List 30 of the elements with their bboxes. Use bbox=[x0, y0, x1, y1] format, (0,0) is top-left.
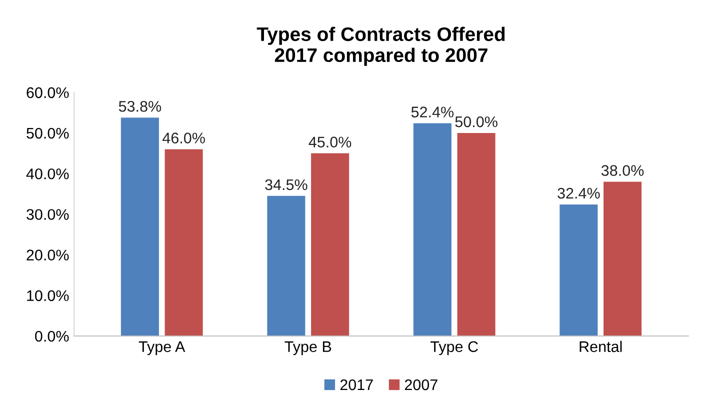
bar bbox=[120, 118, 159, 336]
data-label: 32.4% bbox=[558, 188, 600, 199]
x-tick-label: Type B bbox=[284, 341, 332, 356]
bar bbox=[604, 182, 642, 336]
data-label: 53.8% bbox=[118, 100, 162, 112]
x-tick-label: Type C bbox=[430, 341, 478, 356]
y-tick-label: 30.0% bbox=[26, 209, 69, 220]
legend-label: 2007 bbox=[404, 379, 438, 390]
y-tick-label: 20.0% bbox=[26, 250, 69, 260]
y-tick-label: 0.0% bbox=[35, 330, 69, 342]
bar bbox=[311, 153, 350, 336]
data-label: 50.0% bbox=[455, 116, 498, 128]
bar bbox=[413, 123, 452, 336]
x-tick-label: Rental bbox=[580, 340, 622, 352]
y-tick-label: 50.0% bbox=[26, 128, 69, 139]
y-tick-label: 60.0% bbox=[26, 87, 69, 98]
data-label: 38.0% bbox=[601, 165, 644, 176]
legend-label: 2017 bbox=[340, 379, 373, 390]
bar bbox=[560, 204, 598, 336]
data-label: 45.0% bbox=[308, 136, 352, 148]
data-label: 34.5% bbox=[265, 179, 308, 190]
y-tick-label: 10.0% bbox=[27, 290, 69, 302]
data-label: 46.0% bbox=[162, 132, 205, 144]
chart-title: Types of Contracts Offered 2017 compared to 2007 bbox=[256, 26, 505, 66]
data-label: 52.4% bbox=[411, 106, 454, 118]
y-tick-label: 40.0% bbox=[26, 168, 69, 180]
bar bbox=[457, 133, 496, 336]
x-tick-label: Type A bbox=[138, 341, 186, 356]
bar bbox=[164, 149, 203, 336]
bar bbox=[267, 196, 306, 336]
